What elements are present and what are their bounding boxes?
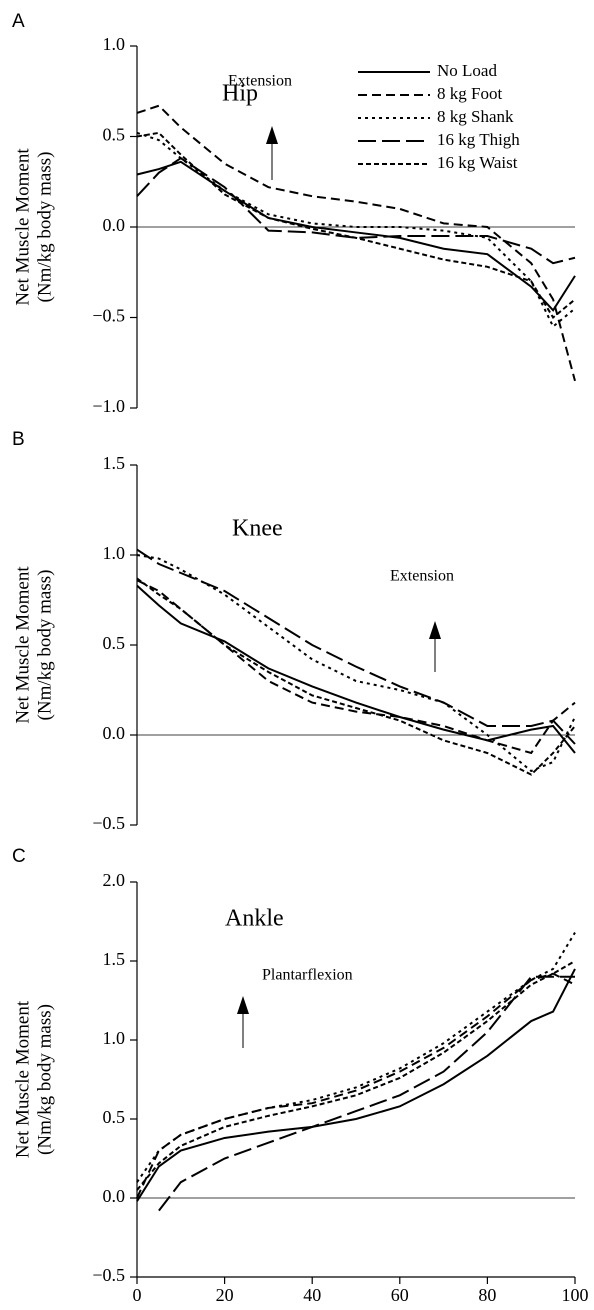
panel-title: Hip <box>222 81 258 107</box>
panel-letter: B <box>12 429 25 450</box>
series-line <box>136 972 576 1199</box>
y-axis-label: (Nm/kg body mass) <box>34 570 55 721</box>
y-tick-label: 0.5 <box>103 125 126 145</box>
series-line <box>136 932 576 1183</box>
y-axis-label: (Nm/kg body mass) <box>34 152 55 303</box>
panel-letter: A <box>12 11 25 32</box>
x-tick-label: 100 <box>562 1285 589 1305</box>
series-line <box>136 968 576 1202</box>
y-tick-label: 0.0 <box>103 723 126 743</box>
series-line <box>136 577 576 776</box>
x-tick-label: 60 <box>391 1285 409 1305</box>
x-tick-label: 20 <box>216 1285 234 1305</box>
y-tick-label: 1.5 <box>103 949 126 969</box>
y-tick-label: 1.0 <box>103 1028 126 1048</box>
panel-title: Ankle <box>225 906 284 932</box>
y-axis-label: Net Muscle Moment <box>12 566 33 724</box>
panel-letter: C <box>12 846 26 867</box>
y-tick-label: 0.0 <box>103 1186 126 1206</box>
arrow-head <box>237 996 249 1014</box>
series-line <box>136 104 576 382</box>
y-axis-label: (Nm/kg body mass) <box>34 1004 55 1155</box>
y-tick-label: 1.0 <box>103 34 126 54</box>
y-tick-label: 0.5 <box>103 1107 126 1127</box>
legend-label: No Load <box>437 61 497 80</box>
series-line <box>136 157 576 265</box>
panel-title: Knee <box>232 516 283 542</box>
y-tick-label: −1.0 <box>92 396 125 416</box>
y-tick-label: 1.5 <box>103 453 126 473</box>
series-line <box>136 548 576 745</box>
series-line <box>136 131 576 320</box>
legend-label: 16 kg Thigh <box>437 130 520 149</box>
annotation: Extension <box>390 568 454 585</box>
y-tick-label: 2.0 <box>103 870 126 890</box>
annotation: Extension <box>228 73 292 90</box>
x-tick-label: 0 <box>133 1285 142 1305</box>
legend-label: 16 kg Waist <box>437 153 518 172</box>
series-line <box>136 579 576 755</box>
y-tick-label: 0.5 <box>103 633 126 653</box>
y-tick-label: 0.0 <box>103 215 126 235</box>
legend-label: 8 kg Shank <box>437 107 514 126</box>
annotation: Plantarflexion <box>262 967 353 984</box>
series-line <box>158 975 575 1212</box>
y-axis-label: Net Muscle Moment <box>12 1000 33 1158</box>
series-line <box>136 960 576 1191</box>
x-tick-label: 40 <box>303 1285 321 1305</box>
series-line <box>136 554 576 773</box>
y-axis-label: Net Muscle Moment <box>12 148 33 306</box>
arrow-head <box>266 126 278 144</box>
arrow-head <box>429 621 441 639</box>
y-tick-label: −0.5 <box>92 813 125 833</box>
x-tick-label: 80 <box>478 1285 496 1305</box>
x-axis-label: % Single Stance <box>290 1308 421 1310</box>
y-tick-label: −0.5 <box>92 1265 125 1285</box>
series-line <box>136 160 576 312</box>
legend-label: 8 kg Foot <box>437 84 502 103</box>
series-line <box>136 584 576 754</box>
y-tick-label: 1.0 <box>103 543 126 563</box>
y-tick-label: −0.5 <box>92 306 125 326</box>
